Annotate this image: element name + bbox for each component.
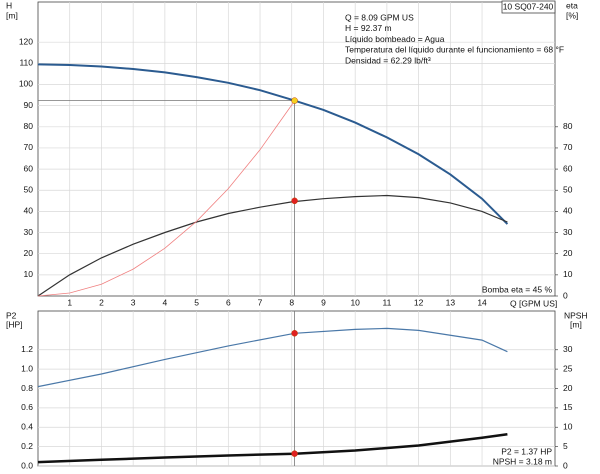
- y-axis-title: H: [6, 0, 12, 10]
- y-tick-label: 10: [24, 269, 34, 279]
- x-tick-label: 1: [67, 297, 72, 307]
- info-text: H = 92.37 m: [345, 23, 392, 33]
- y-tick-label: 0.8: [21, 383, 33, 393]
- operating-point: [291, 450, 298, 457]
- y-axis-unit: [HP]: [6, 319, 23, 329]
- y-tick-label: 110: [19, 58, 33, 68]
- curve: [37, 63, 509, 225]
- y-axis-unit: [m]: [6, 10, 18, 20]
- x-tick-label: 9: [321, 297, 326, 307]
- y2-tick-label: 20: [563, 383, 573, 393]
- y2-tick-label: 0: [563, 290, 568, 300]
- operating-point: [291, 330, 298, 337]
- y2-tick-label: 40: [563, 206, 573, 216]
- x-tick-label: 10: [350, 297, 360, 307]
- curve: [37, 327, 508, 388]
- efficiency-note: Bomba eta = 45 %: [482, 284, 553, 294]
- info-text: Temperatura del líquido durante el funci…: [345, 45, 564, 55]
- x-tick-label: 3: [131, 297, 136, 307]
- y2-tick-label: 70: [563, 142, 573, 152]
- y2-axis-unit: [m]: [570, 319, 582, 329]
- x-tick-label: 12: [414, 297, 424, 307]
- title-box: [501, 0, 556, 14]
- y2-axis-unit: [%]: [566, 10, 578, 20]
- y2-tick-label: 50: [563, 184, 573, 194]
- x-tick-label: 7: [258, 297, 263, 307]
- y-tick-label: 20: [24, 248, 34, 258]
- y-tick-label: 50: [24, 184, 34, 194]
- y-tick-label: 90: [24, 100, 34, 110]
- chart-title: 10 SQ07-240: [503, 1, 554, 11]
- upper-frame: [37, 1, 556, 297]
- info-text: Líquido bombeado = Agua: [345, 34, 445, 44]
- y-tick-label: 0.2: [21, 441, 33, 451]
- x-tick-label: 6: [226, 297, 231, 307]
- y2-tick-label: 20: [563, 248, 573, 258]
- x-tick-label: 5: [194, 297, 199, 307]
- y-tick-label: 30: [24, 227, 34, 237]
- y2-tick-label: 5: [563, 441, 568, 451]
- x-axis-title: Q [GPM US]: [510, 298, 557, 308]
- y2-axis-title: eta: [566, 0, 578, 10]
- y-tick-label: 70: [24, 142, 34, 152]
- y-tick-label: 1.0: [21, 363, 33, 373]
- y2-tick-label: 30: [563, 227, 573, 237]
- y2-tick-label: 10: [563, 422, 573, 432]
- curve: [37, 194, 508, 297]
- y2-tick-label: 80: [563, 121, 573, 131]
- y-tick-label: 80: [24, 121, 34, 131]
- x-tick-label: 13: [446, 297, 456, 307]
- y-tick-label: 0.0: [21, 460, 33, 470]
- operating-point: [291, 197, 298, 205]
- y-tick-label: 0.6: [21, 402, 33, 412]
- y-tick-label: 100: [19, 79, 33, 89]
- y-tick-label: 60: [24, 163, 34, 173]
- y2-tick-label: 15: [563, 402, 573, 412]
- x-tick-label: 8: [289, 297, 294, 307]
- y2-tick-label: 10: [563, 269, 573, 279]
- operating-point: [291, 97, 298, 104]
- y-tick-label: 1.2: [21, 344, 33, 354]
- x-tick-label: 4: [163, 297, 168, 307]
- curve: [37, 432, 508, 464]
- curve: [37, 100, 295, 297]
- info-text: NPSH = 3.18 m: [493, 456, 552, 466]
- x-tick-label: 14: [477, 297, 487, 307]
- y2-tick-label: 0: [563, 460, 568, 470]
- y2-axis-title: NPSH: [564, 310, 588, 320]
- info-text: P2 = 1.37 HP: [501, 446, 552, 456]
- info-text: Densidad = 62.29 lb/ft³: [345, 55, 431, 65]
- info-text: Q = 8.09 GPM US: [345, 12, 414, 22]
- y-tick-label: 40: [24, 206, 34, 216]
- x-tick-label: 2: [99, 297, 104, 307]
- y-tick-label: 0.4: [21, 422, 33, 432]
- y-tick-label: 120: [19, 36, 33, 46]
- y2-tick-label: 60: [563, 163, 573, 173]
- x-tick-label: 11: [382, 297, 391, 307]
- y2-tick-label: 30: [563, 344, 573, 354]
- y2-tick-label: 25: [563, 363, 573, 373]
- y-axis-title: P2: [6, 310, 17, 320]
